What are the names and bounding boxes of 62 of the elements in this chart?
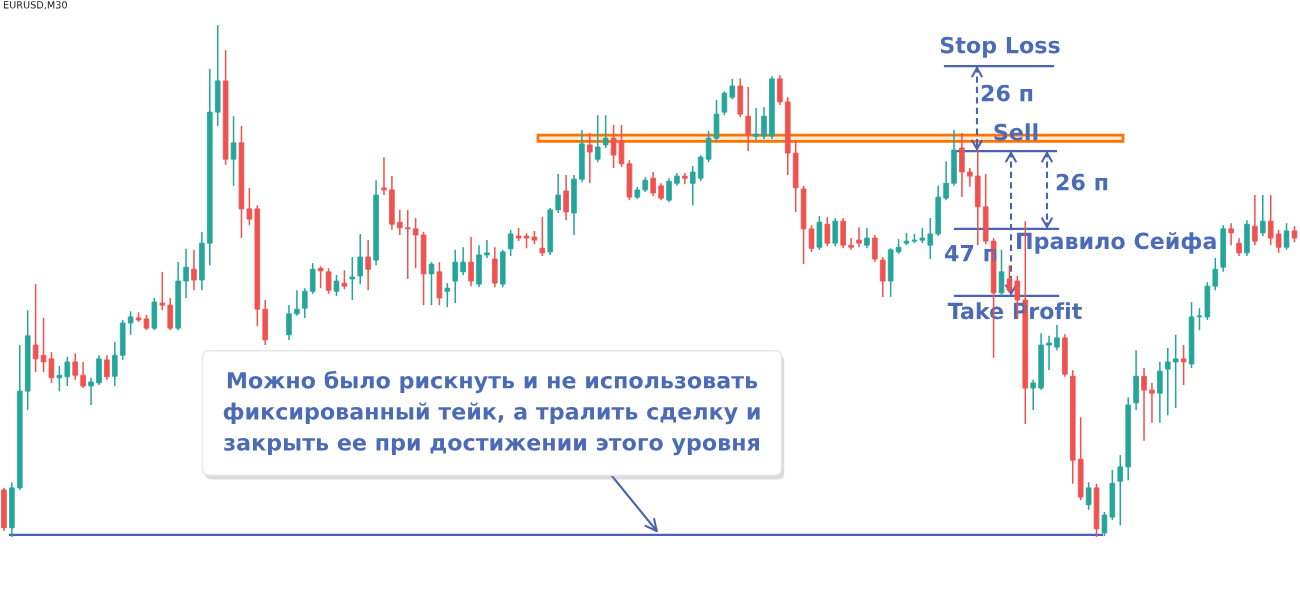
candlestick xyxy=(119,319,126,361)
candlestick xyxy=(507,229,514,257)
candlestick xyxy=(412,217,419,270)
candlestick xyxy=(1180,344,1187,386)
candlestick xyxy=(1172,334,1179,409)
candlestick xyxy=(404,209,411,280)
candlestick xyxy=(1275,229,1282,254)
candlestick xyxy=(214,24,221,127)
candlestick xyxy=(325,267,332,295)
candlestick xyxy=(230,115,237,187)
candlestick xyxy=(1077,416,1084,501)
candlestick xyxy=(436,261,443,306)
candlestick xyxy=(309,262,316,295)
candlestick xyxy=(1204,281,1211,321)
candlestick xyxy=(792,139,799,213)
candlestick xyxy=(998,249,1005,297)
candlestick xyxy=(381,156,387,196)
candlestick xyxy=(927,217,934,260)
candlestick xyxy=(856,226,862,249)
candlestick xyxy=(32,283,39,373)
candlestick xyxy=(602,114,609,149)
candlestick xyxy=(1109,469,1116,521)
candlestick xyxy=(887,247,894,298)
candlestick xyxy=(982,173,989,245)
candlestick xyxy=(420,231,427,306)
candlestick xyxy=(151,297,158,331)
candlestick xyxy=(1267,194,1274,246)
candlestick xyxy=(539,216,546,257)
chart-title: EURUSD,M30 xyxy=(3,1,67,10)
candlestick xyxy=(697,154,704,182)
candlestick xyxy=(484,239,490,259)
candlestick xyxy=(682,172,688,186)
candlestick xyxy=(254,204,261,327)
candlestick xyxy=(428,261,435,306)
candlestick xyxy=(64,356,71,387)
candlestick xyxy=(816,215,823,251)
candlestick xyxy=(753,107,759,142)
candlestick xyxy=(24,309,31,411)
candlestick xyxy=(1101,511,1108,537)
candlestick xyxy=(1046,335,1052,371)
annotation: 26 п xyxy=(1056,173,1108,191)
candlestick xyxy=(1117,454,1124,527)
candlestick xyxy=(1212,257,1219,292)
candlestick xyxy=(721,90,728,116)
candlestick xyxy=(444,282,451,308)
candlestick xyxy=(349,256,356,301)
candlestick xyxy=(729,78,736,101)
candlestick xyxy=(159,271,166,312)
candlestick xyxy=(222,49,229,166)
candlestick xyxy=(341,269,348,291)
candlestick xyxy=(1093,483,1100,538)
candlestick xyxy=(1283,222,1290,251)
candlestick xyxy=(246,187,253,227)
annotation: Можно было рискнуть и не использовать фиксированный тейк, а тралить сделку и закрыть ее при достижении этого уровня xyxy=(223,370,760,456)
ref-line-label: Stop Loss xyxy=(940,36,1060,58)
candlestick xyxy=(238,125,245,239)
annotation: 26 п xyxy=(981,84,1033,102)
candlestick xyxy=(1085,481,1092,511)
candlestick xyxy=(333,274,340,297)
candlestick xyxy=(824,216,831,248)
candlestick xyxy=(127,310,134,336)
candlestick xyxy=(1149,382,1155,424)
